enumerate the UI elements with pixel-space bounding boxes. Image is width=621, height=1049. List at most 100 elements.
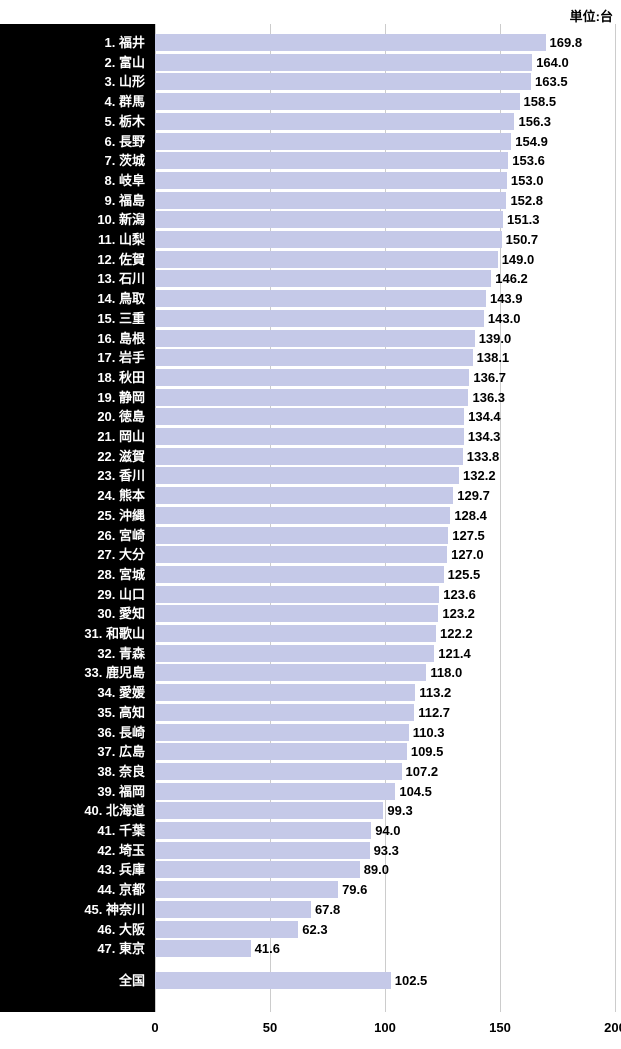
value-label: 132.2 (463, 467, 496, 484)
row-label: 16. 島根 (0, 330, 151, 347)
value-label: 127.0 (451, 546, 484, 563)
row-label: 13. 石川 (0, 270, 151, 287)
value-label: 112.7 (418, 704, 450, 721)
row-label: 34. 愛媛 (0, 684, 151, 701)
bar (155, 93, 520, 110)
bar (155, 566, 444, 583)
row-label: 全国 (0, 972, 151, 989)
value-label: 169.8 (550, 34, 583, 51)
x-tick: 200 (604, 1020, 621, 1035)
bar (155, 408, 464, 425)
row-label: 7. 茨城 (0, 152, 151, 169)
value-label: 123.6 (443, 586, 476, 603)
value-label: 122.2 (440, 625, 473, 642)
row-label: 15. 三重 (0, 310, 151, 327)
bar (155, 743, 407, 760)
value-label: 134.3 (468, 428, 501, 445)
value-label: 152.8 (510, 192, 543, 209)
row-label: 38. 奈良 (0, 763, 151, 780)
bar (155, 605, 438, 622)
x-tick: 50 (263, 1020, 277, 1035)
bar (155, 251, 498, 268)
row-label: 10. 新潟 (0, 211, 151, 228)
bar (155, 704, 414, 721)
row-label: 17. 岩手 (0, 349, 151, 366)
bar (155, 428, 464, 445)
value-label: 129.7 (457, 487, 490, 504)
x-tick: 0 (151, 1020, 158, 1035)
value-label: 143.0 (488, 310, 521, 327)
bar (155, 349, 473, 366)
bar (155, 467, 459, 484)
row-label: 45. 神奈川 (0, 901, 151, 918)
value-label: 94.0 (375, 822, 400, 839)
x-tick: 150 (489, 1020, 511, 1035)
bar (155, 940, 251, 957)
value-label: 93.3 (374, 842, 399, 859)
row-label: 35. 高知 (0, 704, 151, 721)
bar (155, 310, 484, 327)
bar (155, 802, 383, 819)
row-label: 47. 東京 (0, 940, 151, 957)
row-label: 11. 山梨 (0, 231, 151, 248)
value-label: 99.3 (387, 802, 412, 819)
value-label: 113.2 (419, 684, 451, 701)
bar (155, 921, 298, 938)
row-label: 40. 北海道 (0, 802, 151, 819)
row-label: 25. 沖縄 (0, 507, 151, 524)
bar (155, 546, 447, 563)
row-label: 31. 和歌山 (0, 625, 151, 642)
row-label: 19. 静岡 (0, 389, 151, 406)
bar (155, 270, 491, 287)
value-label: 125.5 (448, 566, 481, 583)
value-label: 123.2 (442, 605, 475, 622)
row-label: 22. 滋賀 (0, 448, 151, 465)
bar (155, 389, 468, 406)
bar (155, 231, 502, 248)
row-label: 46. 大阪 (0, 921, 151, 938)
x-tick: 100 (374, 1020, 396, 1035)
value-label: 164.0 (536, 54, 569, 71)
value-label: 128.4 (454, 507, 487, 524)
value-label: 154.9 (515, 133, 548, 150)
value-label: 150.7 (506, 231, 539, 248)
bar (155, 448, 463, 465)
bar (155, 684, 415, 701)
bar (155, 34, 546, 51)
row-label: 2. 富山 (0, 54, 151, 71)
row-label: 36. 長崎 (0, 724, 151, 741)
value-label: 136.7 (473, 369, 506, 386)
value-label: 151.3 (507, 211, 540, 228)
value-label: 109.5 (411, 743, 444, 760)
bar (155, 133, 511, 150)
value-label: 153.6 (512, 152, 545, 169)
bar (155, 527, 448, 544)
value-label: 110.3 (413, 724, 445, 741)
row-label: 1. 福井 (0, 34, 151, 51)
value-label: 102.5 (395, 972, 428, 989)
value-label: 156.3 (518, 113, 551, 130)
bar (155, 113, 514, 130)
bar (155, 487, 453, 504)
bar (155, 861, 360, 878)
unit-label: 単位:台 (570, 6, 613, 25)
bar (155, 73, 531, 90)
bar (155, 783, 395, 800)
row-label: 21. 岡山 (0, 428, 151, 445)
bar (155, 724, 409, 741)
bar (155, 645, 434, 662)
row-label: 5. 栃木 (0, 113, 151, 130)
row-label: 41. 千葉 (0, 822, 151, 839)
bar (155, 822, 371, 839)
row-label: 42. 埼玉 (0, 842, 151, 859)
bar (155, 211, 503, 228)
row-label: 43. 兵庫 (0, 861, 151, 878)
value-label: 158.5 (524, 93, 557, 110)
bar (155, 192, 506, 209)
value-label: 41.6 (255, 940, 280, 957)
row-label: 4. 群馬 (0, 93, 151, 110)
bar (155, 664, 426, 681)
bar (155, 625, 436, 642)
value-label: 107.2 (406, 763, 439, 780)
row-label: 6. 長野 (0, 133, 151, 150)
